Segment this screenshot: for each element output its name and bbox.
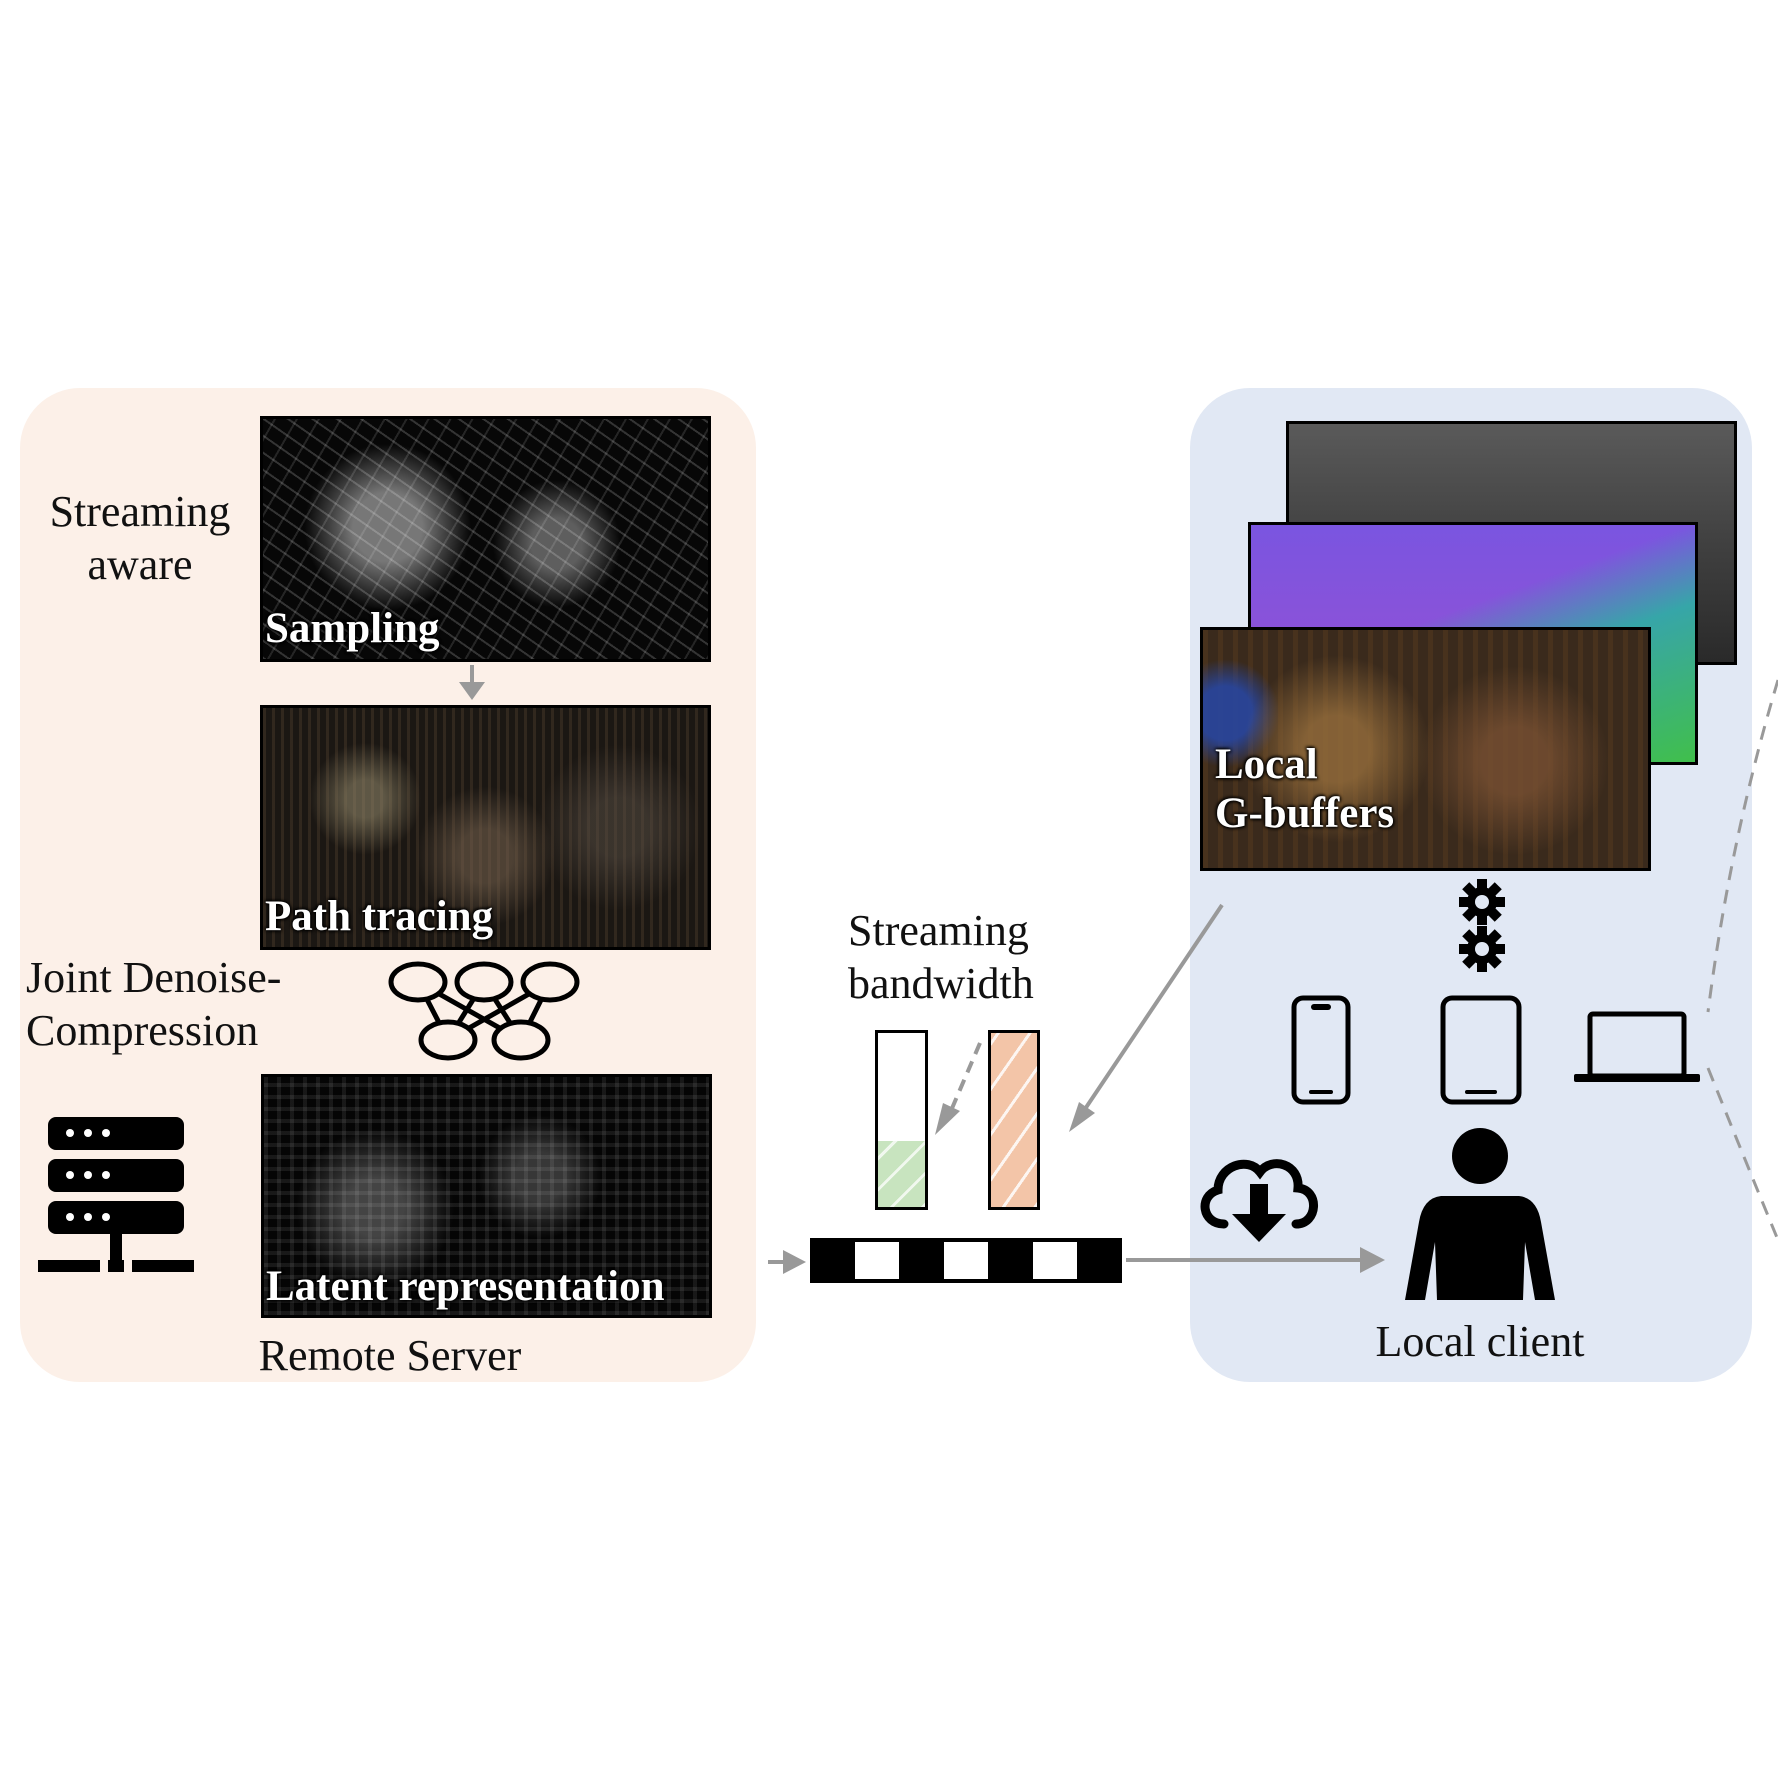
joint-line2: Compression [26, 1005, 259, 1055]
streaming-aware-line1: Streaming [49, 487, 231, 536]
joint-denoise-compression-label: Joint Denoise- Compression [26, 952, 281, 1058]
sampling-label: Sampling [265, 604, 440, 652]
bitstream [810, 1238, 1123, 1283]
neural-network-icon [388, 961, 580, 1061]
phone-icon [1291, 995, 1351, 1105]
sampling-image: Sampling [260, 416, 711, 662]
local-gbuffers-label: Local G-buffers [1215, 740, 1394, 839]
latent-label: Latent representation [266, 1262, 665, 1310]
tablet-icon [1440, 995, 1522, 1105]
bitstream-block [1032, 1238, 1078, 1283]
streaming-aware-line2: aware [87, 539, 193, 589]
bandwidth-fill-used [878, 1140, 925, 1207]
streaming-aware-label: Streaming aware [30, 486, 250, 592]
joint-line1: Joint Denoise- [26, 953, 282, 1002]
local-client-title: Local client [1375, 1317, 1585, 1366]
gear-icon [1459, 926, 1505, 972]
person-icon [1405, 1128, 1555, 1300]
bandwidth-line2: bandwidth [848, 958, 1034, 1008]
bandwidth-line1: Streaming [848, 906, 1029, 955]
laptop-icon [1574, 1011, 1700, 1082]
path-tracing-image: Path tracing [260, 705, 711, 950]
bitstream-block [943, 1238, 989, 1283]
bitstream-block [988, 1238, 1033, 1283]
bandwidth-fill-required [991, 1033, 1037, 1207]
bitstream-block [854, 1238, 900, 1283]
bitstream-block [1077, 1238, 1123, 1283]
server-rack-icon [38, 1117, 194, 1272]
bitstream-block [810, 1238, 855, 1283]
gbuffer-line2: G-buffers [1215, 790, 1395, 838]
bandwidth-bar-used [875, 1030, 928, 1210]
cloud-download-icon [1200, 1159, 1318, 1242]
remote-server-title: Remote Server [258, 1331, 522, 1380]
gbuffer-albedo-image: Local G-buffers [1200, 627, 1651, 871]
streaming-bandwidth-label: Streaming bandwidth [848, 905, 1034, 1011]
latent-representation-image: Latent representation [261, 1074, 712, 1318]
gbuffer-line1: Local [1215, 741, 1318, 788]
path-tracing-label: Path tracing [265, 892, 494, 940]
bitstream-block [899, 1238, 944, 1283]
gear-icon [1459, 879, 1505, 925]
bandwidth-bar-required [988, 1030, 1040, 1210]
